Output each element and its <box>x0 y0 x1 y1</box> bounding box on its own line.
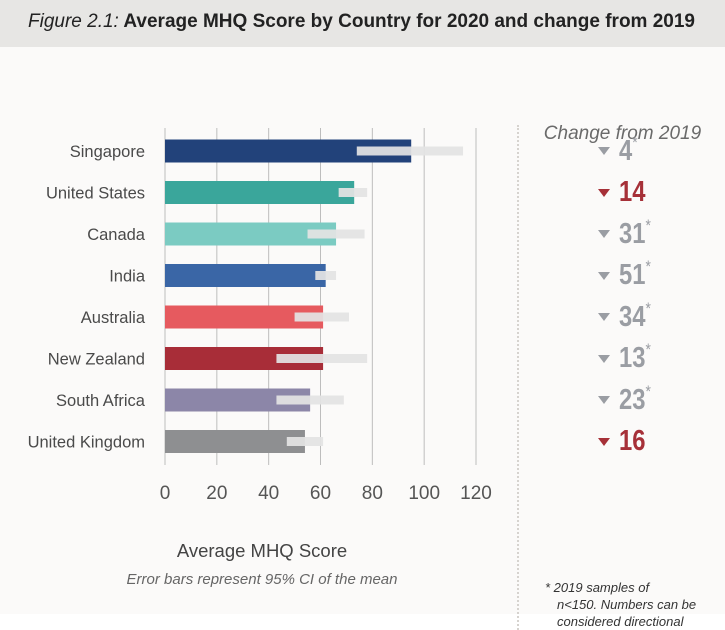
x-tick-label: 120 <box>460 483 492 504</box>
category-label: Singapore <box>70 143 145 161</box>
error-bar <box>294 312 350 322</box>
figure-header: Figure 2.1: Average MHQ Score by Country… <box>0 0 725 47</box>
down-triangle-icon <box>598 230 610 238</box>
error-bar <box>338 188 368 197</box>
error-bar <box>307 229 365 239</box>
error-bar <box>276 395 344 405</box>
category-label: India <box>109 268 146 286</box>
change-footnote-mark: * <box>645 381 651 401</box>
bar <box>165 430 305 453</box>
change-row: 31* <box>598 215 658 251</box>
change-footnote-mark: * <box>645 298 651 318</box>
change-value: 16 <box>619 425 646 457</box>
bar <box>165 305 324 329</box>
change-footnote-mark: * <box>645 340 651 359</box>
change-row: 51* <box>598 257 658 293</box>
chart-panel: Singapore United States Canada India Austral… <box>0 47 725 630</box>
down-triangle-icon <box>598 313 610 321</box>
change-value: 51* <box>619 257 651 291</box>
error-bar <box>276 354 368 363</box>
x-tick-label: 0 <box>160 483 171 504</box>
change-footnote-mark: * <box>632 132 638 152</box>
change-row: 23* <box>598 381 658 417</box>
bar <box>165 222 337 246</box>
x-axis-label: Average MHQ Score <box>177 540 347 561</box>
down-triangle-icon <box>598 437 610 446</box>
figure-title-text: Average MHQ Score by Country for 2020 an… <box>123 11 695 32</box>
category-label: New Zealand <box>48 351 145 369</box>
change-value: 34* <box>619 298 651 333</box>
footnote-line-3: considered directional <box>557 614 684 629</box>
change-row: 14 <box>598 176 651 210</box>
category-label: Canada <box>87 226 146 244</box>
category-label: South Africa <box>56 392 146 410</box>
footnote: * 2019 samples of n<150. Numbers can be … <box>545 579 720 630</box>
change-row: 16 <box>598 425 651 459</box>
change-row: 13* <box>598 340 658 376</box>
figure-label: Figure 2.1: <box>28 11 119 32</box>
change-footnote-mark: * <box>645 215 651 235</box>
bar <box>165 181 355 204</box>
category-label: United States <box>46 185 145 203</box>
bar <box>165 388 311 412</box>
change-row: 34* <box>598 298 658 334</box>
change-value: 14 <box>619 176 646 208</box>
down-triangle-icon <box>598 147 610 155</box>
category-label: Australia <box>81 309 146 327</box>
down-triangle-icon <box>598 188 610 197</box>
change-value: 23* <box>619 381 651 416</box>
change-footnote-mark: * <box>645 257 651 276</box>
change-value: 4* <box>619 132 638 167</box>
footnote-line-1: * 2019 samples of <box>545 580 650 595</box>
error-bar <box>315 271 337 280</box>
figure-title: Figure 2.1: Average MHQ Score by Country… <box>28 11 695 33</box>
error-bar <box>356 146 464 156</box>
bar-chart: Singapore United States Canada India Austral… <box>28 128 492 588</box>
x-tick-label: 60 <box>310 483 331 504</box>
x-tick-label: 40 <box>258 483 279 504</box>
category-label: United Kingdom <box>28 434 145 452</box>
x-tick-label: 80 <box>362 483 383 504</box>
down-triangle-icon <box>598 271 610 280</box>
change-row: 4* <box>598 132 642 168</box>
panel-divider <box>517 125 519 630</box>
change-value: 31* <box>619 215 651 250</box>
error-bar <box>286 437 324 446</box>
bar <box>165 264 326 287</box>
down-triangle-icon <box>598 354 610 363</box>
change-title: Change from 2019 <box>543 123 702 144</box>
bar <box>165 347 324 370</box>
footnote-line-2: n<150. Numbers can be <box>557 597 697 612</box>
down-triangle-icon <box>598 396 610 404</box>
x-tick-label: 100 <box>408 483 440 504</box>
chart-note: Error bars represent 95% CI of the mean <box>127 571 398 588</box>
change-value: 13* <box>619 340 651 374</box>
bar <box>165 139 412 163</box>
x-tick-label: 20 <box>206 483 227 504</box>
